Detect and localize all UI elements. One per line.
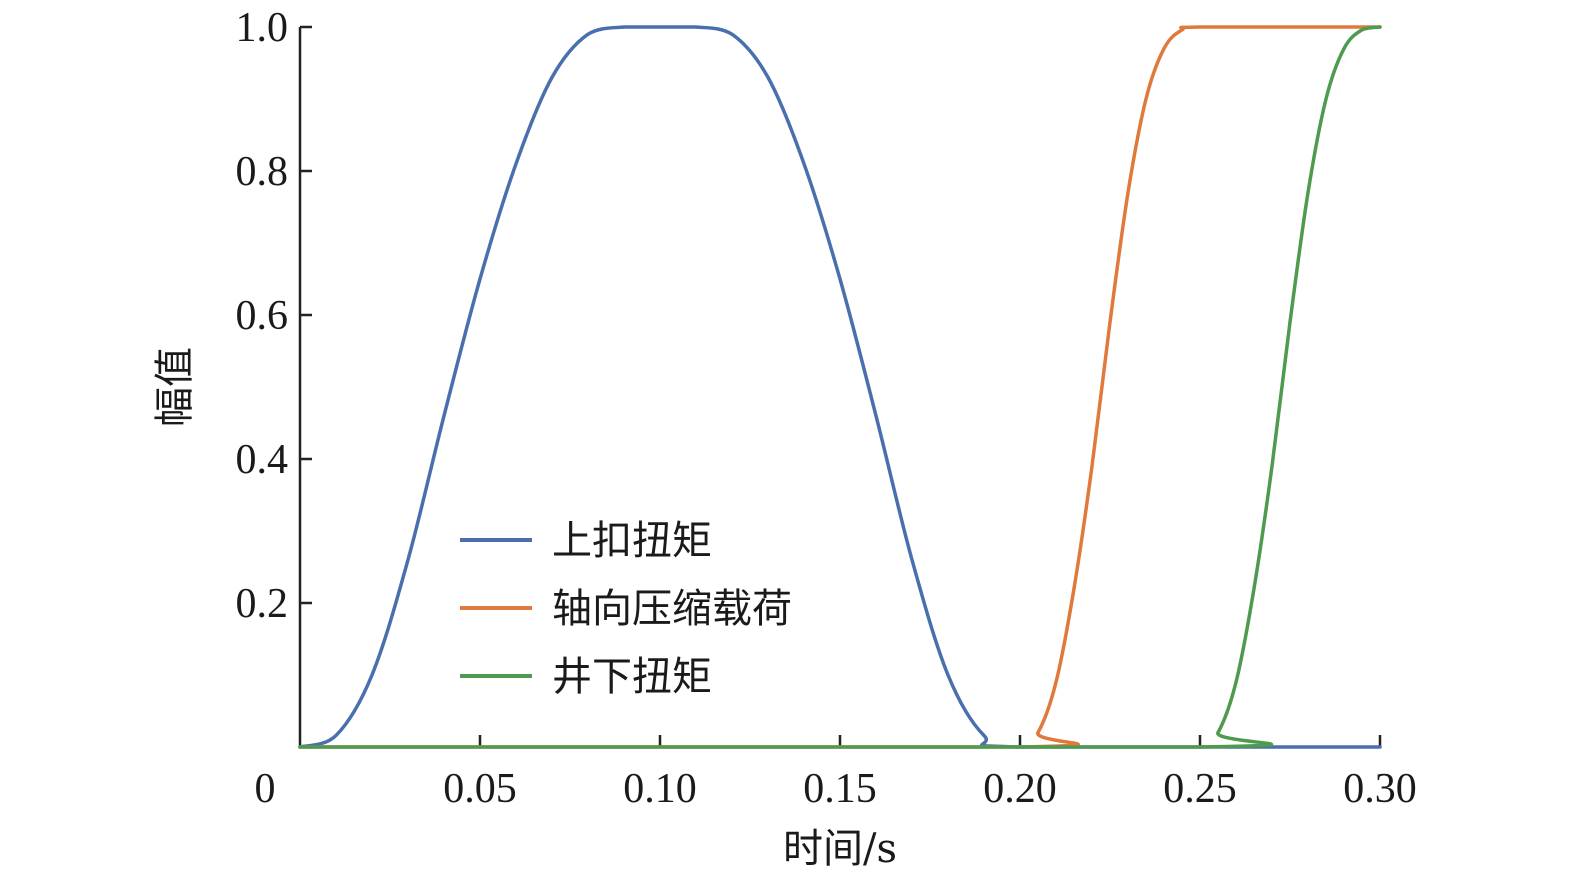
x-tick-label: 0 <box>255 766 276 812</box>
series-line-1 <box>298 25 1382 749</box>
y-tick-label: 0.4 <box>236 437 289 483</box>
legend-label-1: 上扣扭矩 <box>552 518 712 564</box>
x-tick-label: 0.20 <box>983 766 1057 812</box>
series-line-3 <box>298 25 1382 749</box>
axes: 0.2 0.4 0.6 0.8 1.0 0 0.05 0.10 0.15 0.20 0.25 0.30 <box>236 5 1417 812</box>
x-tick-label: 0.15 <box>803 766 877 812</box>
x-tick-label: 0.30 <box>1343 766 1417 812</box>
legend-label-3: 井下扭矩 <box>552 654 712 700</box>
series-line-2 <box>298 25 1382 749</box>
y-axis-title: 幅值 <box>152 347 198 427</box>
x-tick-label: 0.10 <box>623 766 697 812</box>
x-tick-label: 0.25 <box>1163 766 1237 812</box>
series-layer <box>298 25 1382 749</box>
y-tick-label: 1.0 <box>236 5 289 51</box>
y-tick-label: 0.8 <box>236 149 289 195</box>
y-tick-label: 0.2 <box>236 581 289 627</box>
legend-label-2: 轴向压缩载荷 <box>552 586 792 632</box>
y-tick-label: 0.6 <box>236 293 289 339</box>
x-tick-label: 0.05 <box>443 766 517 812</box>
x-axis-title: 时间/s <box>783 826 897 872</box>
